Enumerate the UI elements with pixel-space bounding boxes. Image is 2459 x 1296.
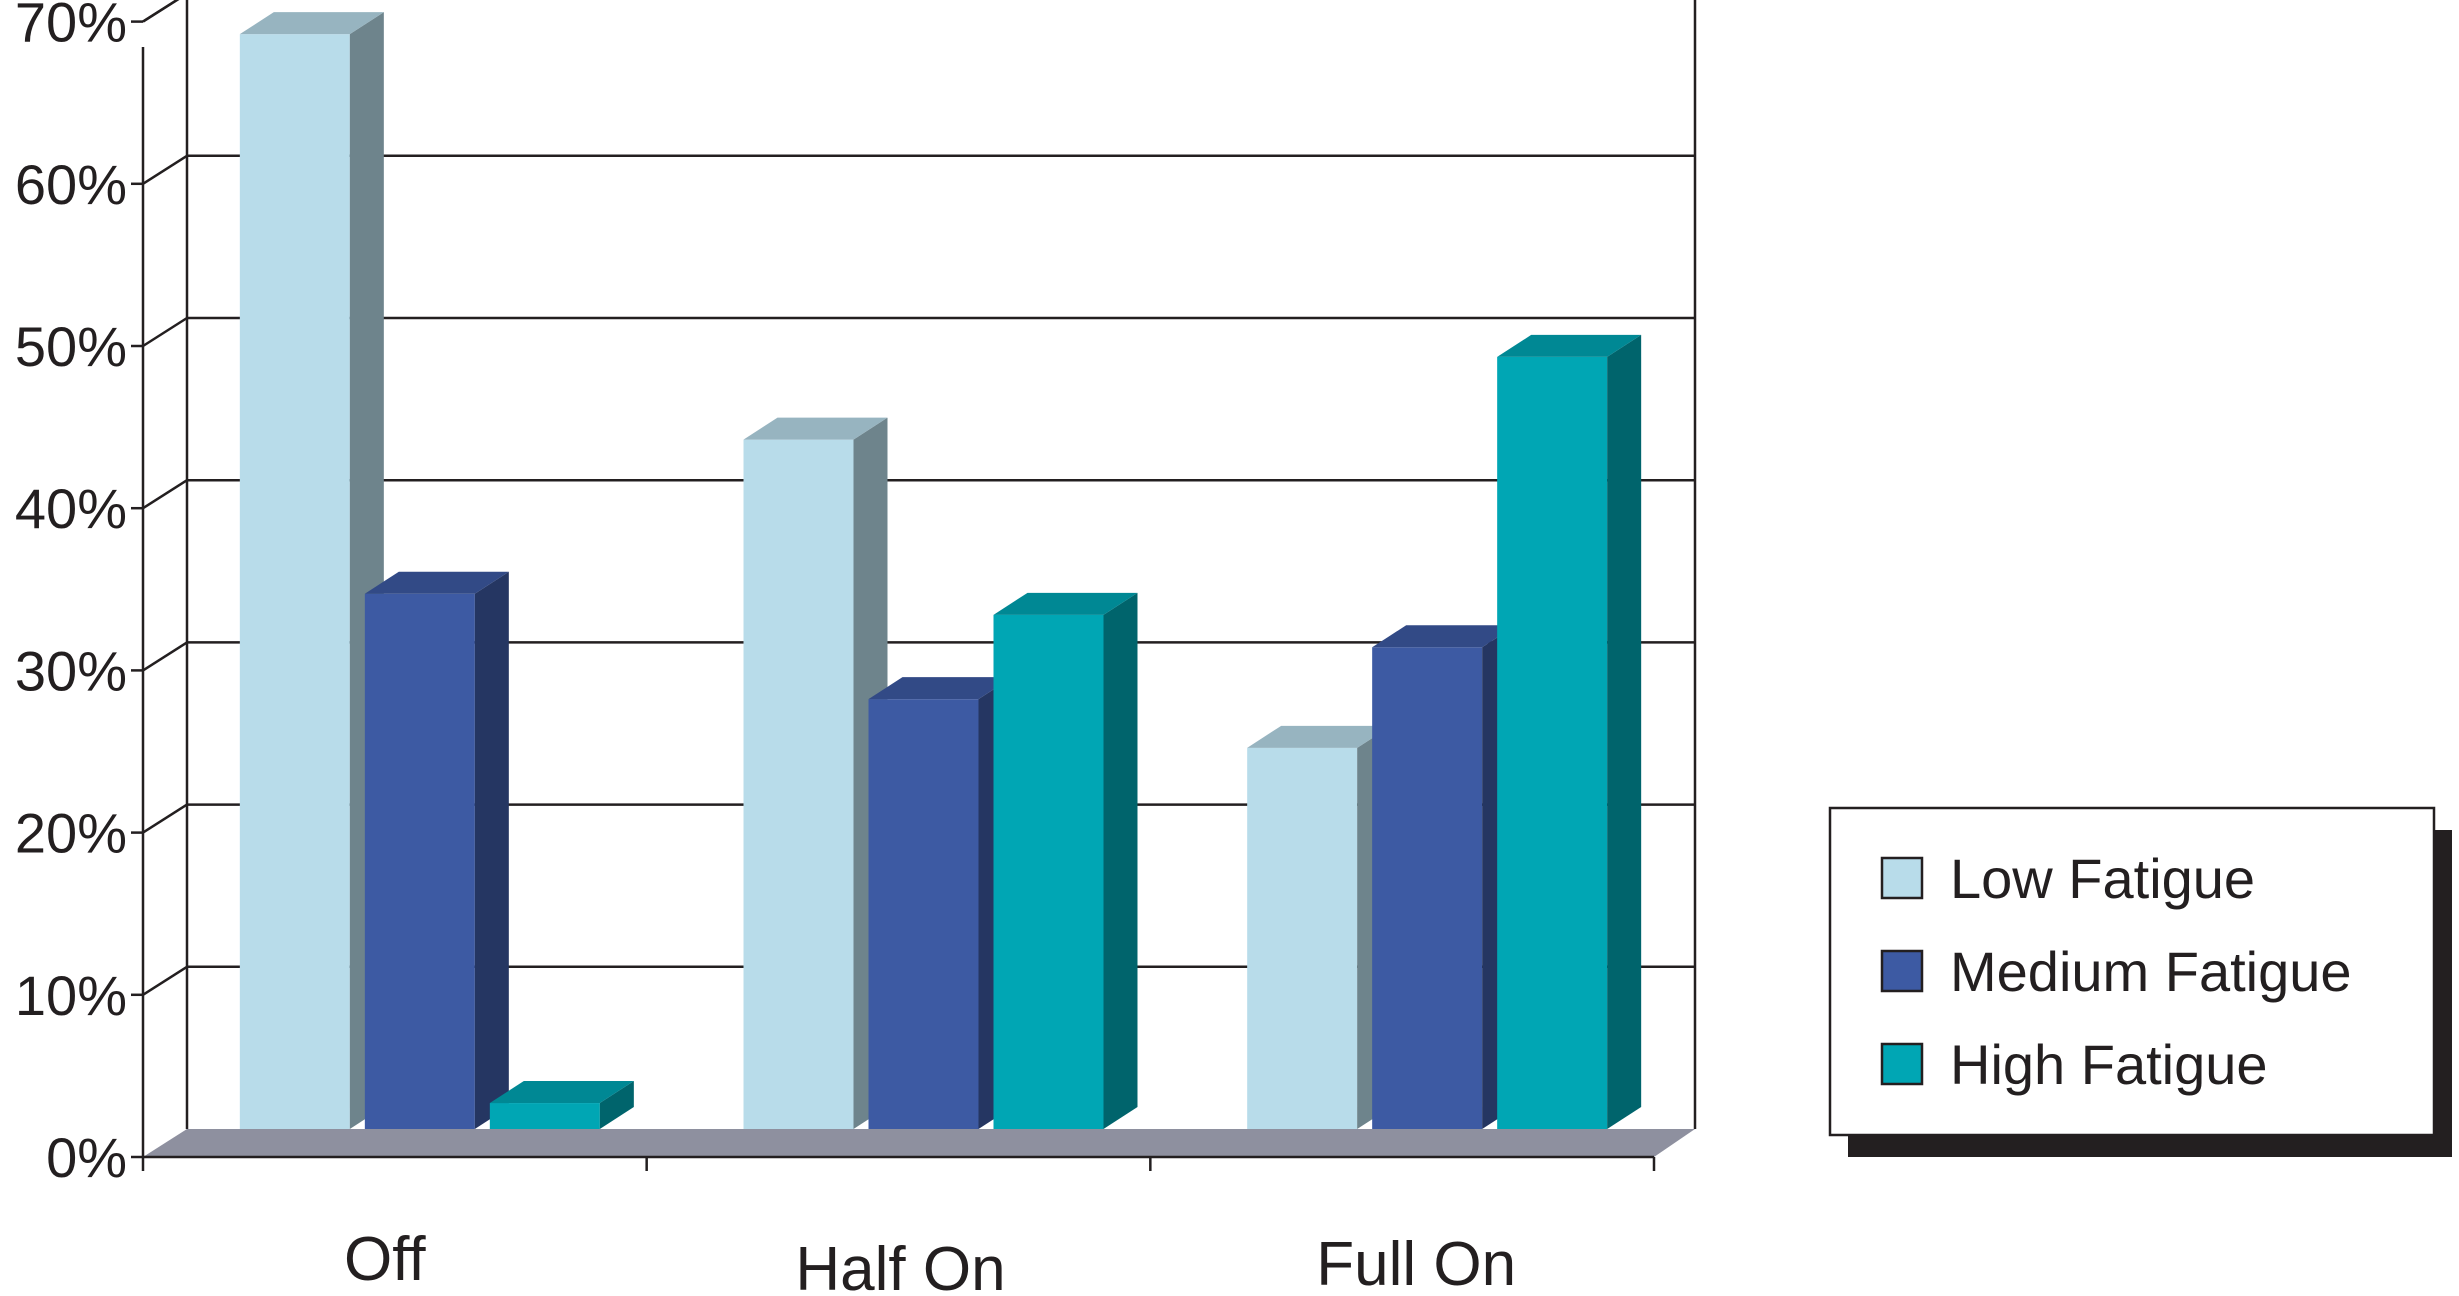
axes: 0% 10% 20% 30% 40% 50% 60% 70% Off Half On Full On — [15, 0, 1656, 1296]
bar-off-high-fatigue-side — [599, 1081, 634, 1129]
bar-off-low-fatigue-front — [239, 34, 350, 1129]
gridline-diagonal-10 — [142, 965, 188, 996]
gridline-diagonal-20 — [142, 803, 188, 834]
bar-half-on-high-fatigue-top — [993, 592, 1138, 615]
bar-half-on-low-fatigue-front — [743, 439, 854, 1129]
y-tick-label-70: 70% — [15, 0, 127, 54]
bar-off-low-fatigue-top — [239, 12, 384, 35]
legend-label-low-fatigue: Low Fatigue — [1950, 847, 2255, 910]
bar-half-on-low-fatigue-top — [743, 417, 888, 440]
gridline-diagonal-40 — [142, 479, 188, 510]
gridline-diagonal-60 — [142, 154, 188, 185]
floor-plane — [143, 1129, 1695, 1157]
y-tick-label-60: 60% — [15, 153, 127, 216]
legend: Low Fatigue Medium Fatigue High Fatigue — [1828, 806, 2452, 1157]
bar-full-on-low-fatigue-top — [1247, 725, 1392, 748]
bar-half-on-medium-fatigue-front — [868, 699, 979, 1129]
x-category-label-half-on: Half On — [795, 1235, 1005, 1296]
bar-off-medium-fatigue-front — [364, 593, 475, 1129]
y-tick-label-20: 20% — [15, 802, 127, 865]
bars — [239, 12, 1642, 1130]
gridline-diagonal-50 — [142, 316, 188, 348]
y-tick-label-40: 40% — [15, 477, 127, 540]
legend-label-high-fatigue: High Fatigue — [1950, 1033, 2268, 1096]
bar-off-medium-fatigue-top — [364, 571, 509, 594]
bar-off-high-fatigue-front — [489, 1103, 600, 1129]
bar-off-medium-fatigue-side — [474, 571, 509, 1129]
legend-swatch-high-fatigue — [1880, 1042, 1924, 1086]
bar-half-on-high-fatigue-front — [993, 614, 1104, 1129]
bar-full-on-medium-fatigue-top — [1372, 625, 1517, 648]
bar-half-on-high-fatigue-side — [1103, 592, 1138, 1129]
bar-full-on-high-fatigue-front — [1497, 356, 1608, 1130]
x-category-label-off: Off — [344, 1225, 426, 1294]
y-tick-label-50: 50% — [15, 315, 127, 378]
legend-swatch-medium-fatigue — [1880, 949, 1924, 993]
legend-label-medium-fatigue: Medium Fatigue — [1950, 940, 2352, 1003]
y-tick-label-30: 30% — [15, 639, 127, 702]
bar-off-high-fatigue-top — [489, 1081, 634, 1104]
bar-full-on-medium-fatigue-front — [1372, 647, 1483, 1129]
bar-full-on-high-fatigue-top — [1497, 334, 1642, 357]
gridline-diagonal-30 — [142, 641, 188, 672]
y-tick-label-10: 10% — [15, 964, 127, 1027]
chart-floor — [143, 1129, 1695, 1157]
legend-box — [1828, 806, 2436, 1137]
legend-swatch-low-fatigue — [1880, 856, 1924, 900]
x-category-label-full-on: Full On — [1316, 1230, 1516, 1296]
bar-full-on-high-fatigue-side — [1607, 334, 1642, 1130]
bar-full-on-low-fatigue-front — [1247, 747, 1358, 1129]
gridline-diagonal-70 — [142, 0, 180, 23]
y-tick-label-0: 0% — [46, 1126, 127, 1189]
bar-half-on-medium-fatigue-top — [868, 677, 1013, 700]
